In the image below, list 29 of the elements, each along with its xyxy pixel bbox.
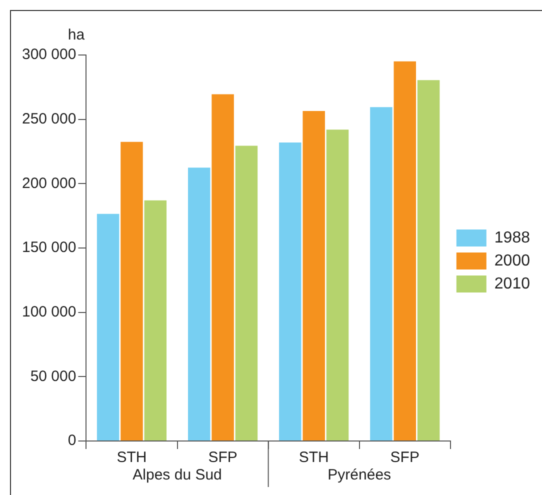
bar (417, 80, 440, 440)
bar (394, 61, 416, 440)
x-tick-label: SFP (208, 449, 238, 466)
bar (188, 168, 210, 440)
bar (120, 142, 143, 440)
text: Alpes du Sud (132, 466, 222, 484)
x-tick-label: STH (116, 449, 147, 466)
bar (235, 146, 258, 440)
y-tick-label: 200 000 (22, 174, 76, 192)
legend-label: 2010 (494, 275, 530, 292)
bar (212, 94, 234, 440)
y-tick-label: 100 000 (22, 303, 76, 320)
y-tick-label: 50 000 (30, 368, 76, 385)
bar (96, 214, 120, 440)
y-axis-title: ha (68, 26, 86, 44)
legend-label: 1988 (494, 229, 530, 246)
bar (144, 200, 167, 440)
x-tick-label: SFP (390, 449, 420, 466)
bar (326, 130, 349, 440)
y-tick-label: 0 (68, 432, 76, 450)
bar (370, 107, 392, 440)
bar (302, 110, 325, 440)
x-tick-label: STH (298, 449, 329, 466)
legend-label: 2000 (494, 252, 530, 270)
y-tick-label: 150 000 (22, 239, 76, 256)
y-tick-label: 300 000 (22, 46, 76, 64)
bar (279, 142, 302, 440)
y-tick-label: 250 000 (22, 110, 76, 128)
text: Pyrénées (328, 466, 392, 484)
